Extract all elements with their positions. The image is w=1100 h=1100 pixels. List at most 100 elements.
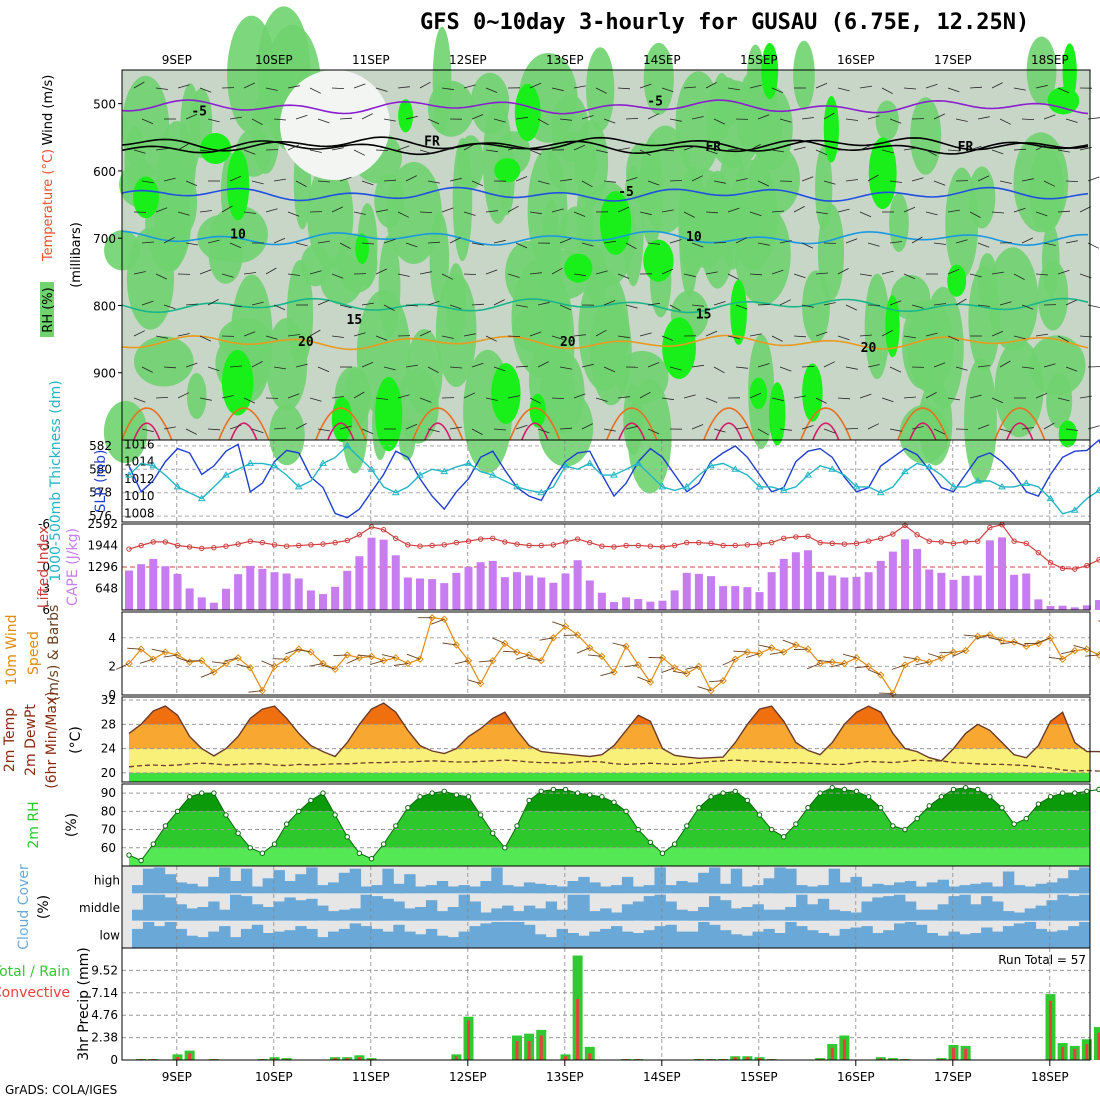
wind-barb (155, 148, 168, 151)
cape-bar (610, 602, 618, 610)
wind-barb (353, 332, 366, 337)
wind-barb (1021, 118, 1035, 120)
cloud-high-cell (513, 886, 525, 894)
rh-marker (235, 830, 241, 836)
cloud-middle-cell (175, 904, 187, 921)
rh-marker (368, 856, 375, 862)
wind-barb (1065, 118, 1078, 123)
cloud-low-cell (600, 928, 612, 948)
wind-barb (261, 660, 275, 667)
cloud-middle-cell (654, 894, 666, 921)
wind-barb (999, 118, 1011, 125)
wind-barb (625, 304, 638, 309)
wind-barb (823, 428, 836, 434)
cloud-high-cell (904, 881, 917, 894)
wind-barb (947, 335, 960, 342)
wind-barb (212, 661, 227, 664)
wind-barb (1043, 242, 1056, 246)
cape-bar (355, 556, 364, 610)
rh-marker (599, 794, 605, 800)
cloud-high-cell (142, 868, 155, 894)
thickness-axis-label: 1000-500mb Thickness (dm) (48, 380, 64, 581)
rh-marker (477, 812, 484, 818)
wind-barb (1000, 641, 1015, 645)
cloud-middle-cell (523, 905, 536, 921)
wind-barb (507, 273, 520, 278)
cloud-high-cell (970, 883, 982, 894)
li-marker (587, 539, 593, 546)
wind-barb (163, 304, 176, 310)
wind-barb (647, 113, 659, 120)
wind-axis-label: Wind (m/s) (41, 75, 56, 146)
wind-barb (617, 147, 630, 151)
cloud-middle-cell (817, 898, 830, 921)
cloud-low-cell (338, 928, 351, 948)
wind-barb (331, 147, 344, 151)
precip-convective-bar (1085, 1044, 1089, 1060)
cape-bar (488, 560, 497, 610)
wind-speed-marker (598, 652, 606, 661)
cloud-low-cell (709, 924, 721, 948)
wind-barb (471, 180, 484, 187)
wind-speed-marker (549, 634, 558, 642)
wind-barb (551, 208, 564, 213)
rh-saturated-region (662, 317, 696, 379)
rh-region (457, 135, 485, 191)
wind-barb (722, 658, 736, 666)
cloud-low-cell (393, 924, 405, 948)
thickness-marker (585, 459, 594, 466)
wind-barb (573, 144, 586, 151)
contour-label: FR (705, 140, 721, 155)
cape-bar (597, 592, 606, 610)
cape-bar (1058, 605, 1067, 610)
wind-barb (977, 175, 990, 182)
cloud-middle-cell (643, 896, 656, 921)
li-tick-label: 3 (42, 582, 50, 596)
wind-barb (705, 397, 718, 403)
wind-barb (779, 118, 792, 123)
wind-barb (353, 149, 365, 156)
li-marker (1072, 566, 1078, 572)
cloud-middle-cell (251, 904, 264, 921)
temperature-contour-hot (521, 422, 549, 441)
cloud-middle-cell (1002, 911, 1015, 921)
wind-speed-marker (767, 644, 776, 652)
cloud-low-cell (371, 928, 383, 948)
wind-barb (939, 651, 954, 654)
wind-barb (405, 364, 418, 368)
wind-barb (705, 330, 718, 337)
cloud-low-cell (197, 937, 209, 948)
li-marker (574, 536, 581, 542)
wind-barb (155, 87, 168, 90)
wind-barb (661, 268, 674, 275)
cloud-high-cell (240, 868, 253, 894)
wind-barb (859, 393, 872, 399)
rh-marker (696, 804, 702, 811)
wind-barb (185, 362, 198, 368)
wind-barb (745, 653, 760, 659)
li-marker (829, 540, 835, 547)
date-label-bottom: 11SEP (352, 1070, 390, 1084)
wind-barb (837, 208, 850, 213)
cloud-low-cell (567, 933, 579, 948)
cloud-high-cell (992, 886, 1004, 894)
wind-speed-marker (367, 652, 376, 661)
wind-barb (782, 639, 797, 646)
cloud-low-cell (513, 922, 525, 948)
wind-barb (515, 176, 528, 182)
rh-marker (550, 786, 557, 793)
temperature-contour-warm (121, 407, 173, 441)
temp-line (128, 702, 1100, 762)
cloud-middle-cell (306, 898, 318, 921)
wind-barb (273, 118, 287, 121)
cloud-low-cell (785, 922, 797, 948)
cape-bar (585, 580, 594, 610)
rh-marker (878, 804, 884, 811)
date-label-top: 11SEP (352, 53, 390, 67)
wind-barb (1013, 148, 1027, 151)
temperature-axis-label: Temperature (°C) (41, 149, 56, 262)
wind-barb (1065, 299, 1078, 306)
wind-speed-marker (198, 656, 206, 665)
li-marker (647, 543, 654, 549)
wind-speed-marker (731, 655, 739, 663)
